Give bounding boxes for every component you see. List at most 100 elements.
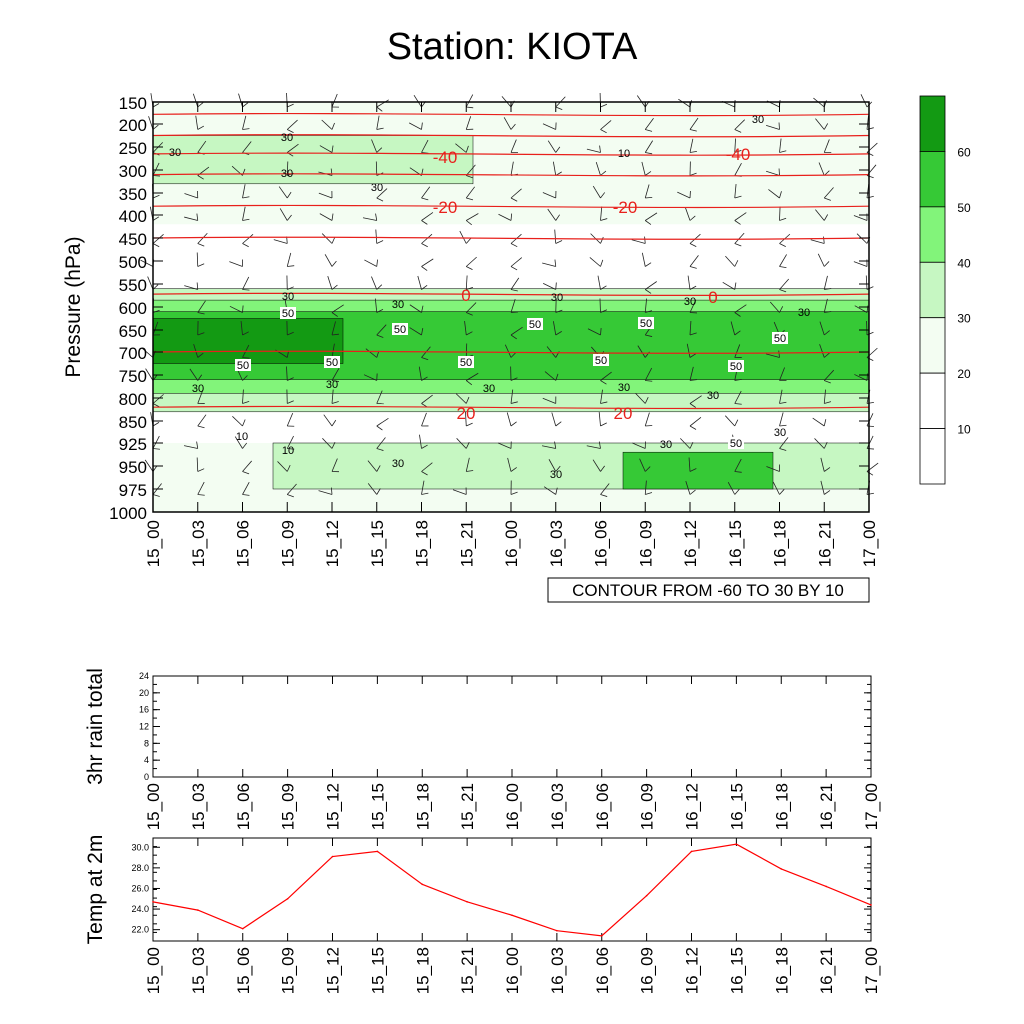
page-title: Station: KIOTA bbox=[386, 26, 638, 68]
wind-barb-flag bbox=[242, 218, 250, 221]
rh-band bbox=[152, 135, 474, 185]
wind-barb bbox=[552, 161, 557, 176]
info-label-box bbox=[547, 577, 870, 603]
wind-barb-flag bbox=[242, 196, 250, 199]
temperature-contour-label: 0 bbox=[708, 288, 717, 307]
colorbar-box bbox=[919, 206, 946, 263]
wind-barb bbox=[631, 239, 646, 244]
rh-label-box bbox=[235, 359, 251, 371]
wind-barb-flag bbox=[331, 213, 334, 221]
wind-barb bbox=[242, 115, 247, 130]
wind-barb-flag bbox=[779, 266, 787, 269]
temp2m-point bbox=[286, 897, 289, 900]
panel-y-tick-label: 24.0 bbox=[131, 904, 149, 914]
wind-barb bbox=[589, 257, 601, 267]
wind-barb-flag bbox=[376, 448, 384, 451]
wind-barb bbox=[376, 437, 386, 449]
wind-barb bbox=[547, 208, 557, 221]
wind-barb bbox=[551, 412, 557, 427]
wind-barb bbox=[680, 438, 691, 449]
wind-barb bbox=[197, 300, 206, 313]
x-tick-label: 15_21 bbox=[457, 520, 476, 567]
temp2m-point bbox=[780, 868, 783, 870]
wind-barb-flag bbox=[287, 400, 294, 404]
wind-barb bbox=[455, 393, 467, 404]
wind-barb-flag bbox=[152, 422, 160, 427]
colorbar-box bbox=[919, 151, 946, 208]
wind-barb-flag bbox=[242, 305, 244, 313]
wind-barb-flag bbox=[645, 220, 652, 225]
wind-barb-flag bbox=[287, 286, 294, 290]
wind-barb bbox=[465, 186, 475, 199]
wind-barb-flag bbox=[510, 467, 517, 472]
wind-barb-flag bbox=[823, 236, 825, 244]
wind-barb bbox=[465, 256, 477, 267]
wind-barb-flag bbox=[331, 312, 338, 317]
wind-barb-flag bbox=[689, 489, 696, 495]
wind-barb-flag bbox=[644, 236, 646, 244]
y-tick-label: 300 bbox=[119, 162, 147, 181]
y-tick-label: 250 bbox=[119, 139, 147, 158]
wind-barb bbox=[376, 115, 380, 130]
wind-barb-flag bbox=[824, 401, 832, 404]
wind-barb bbox=[510, 139, 517, 153]
wind-barb-flag bbox=[376, 127, 384, 130]
wind-barb-flag bbox=[600, 401, 608, 404]
wind-barb bbox=[197, 233, 208, 244]
wind-barb bbox=[318, 490, 333, 495]
panel-frame bbox=[152, 675, 872, 778]
wind-barb bbox=[814, 438, 825, 449]
wind-barb bbox=[734, 344, 741, 358]
colorbar-box bbox=[919, 372, 946, 429]
temp2m-point bbox=[600, 935, 603, 937]
y-tick-label: 700 bbox=[119, 344, 147, 363]
wind-barb bbox=[766, 466, 780, 472]
temp2m-point bbox=[466, 901, 468, 903]
wind-barb bbox=[766, 170, 780, 176]
panel-x-tick-label: 15_09 bbox=[279, 947, 298, 994]
temperature-contour-line bbox=[152, 173, 870, 177]
wind-barb-flag bbox=[196, 282, 199, 290]
temperature-contour-line bbox=[152, 405, 870, 410]
rh-contour-label: 50 bbox=[640, 318, 652, 330]
wind-barb-flag bbox=[152, 124, 159, 130]
wind-barb-flag bbox=[376, 106, 383, 112]
wind-barb bbox=[331, 321, 336, 336]
wind-barb-flag bbox=[152, 284, 159, 290]
wind-barb-flag bbox=[286, 191, 292, 199]
wind-barb-flag bbox=[197, 175, 204, 180]
wind-barb-flag bbox=[421, 471, 428, 476]
wind-barb bbox=[507, 457, 512, 472]
wind-barb bbox=[278, 186, 288, 199]
wind-barb bbox=[779, 206, 781, 221]
wind-barb-flag bbox=[779, 243, 786, 248]
wind-barb bbox=[600, 120, 612, 130]
wind-barb-flag bbox=[287, 448, 295, 450]
wind-barb-flag bbox=[689, 332, 697, 336]
temperature-contour-label: -40 bbox=[433, 148, 458, 167]
wind-barb-flag bbox=[600, 422, 607, 427]
wind-barb bbox=[689, 117, 699, 130]
panel-y-tick-label: 22.0 bbox=[131, 925, 149, 935]
wind-barb bbox=[229, 261, 243, 267]
wind-barb bbox=[779, 412, 784, 427]
wind-barb bbox=[686, 343, 691, 358]
rh-label-box bbox=[772, 332, 788, 344]
rh-contour-label: 50 bbox=[730, 438, 742, 450]
wind-barb-flag bbox=[421, 328, 424, 336]
wind-barb-flag bbox=[824, 490, 831, 495]
x-tick-label: 16_15 bbox=[726, 520, 745, 567]
wind-barb bbox=[418, 366, 422, 381]
wind-barb bbox=[456, 438, 467, 449]
panel-x-tick-label: 16_15 bbox=[727, 783, 746, 830]
wind-barb-flag bbox=[600, 218, 608, 221]
wind-barb bbox=[498, 213, 512, 221]
wind-barb bbox=[734, 390, 742, 404]
wind-barb bbox=[229, 305, 243, 313]
wind-barb-flag bbox=[689, 129, 697, 132]
wind-barb bbox=[772, 481, 780, 495]
panel-x-tick-label: 16_00 bbox=[503, 947, 522, 994]
wind-barb-flag bbox=[866, 195, 874, 199]
colorbar-box bbox=[919, 95, 946, 152]
wind-barb bbox=[196, 457, 199, 472]
